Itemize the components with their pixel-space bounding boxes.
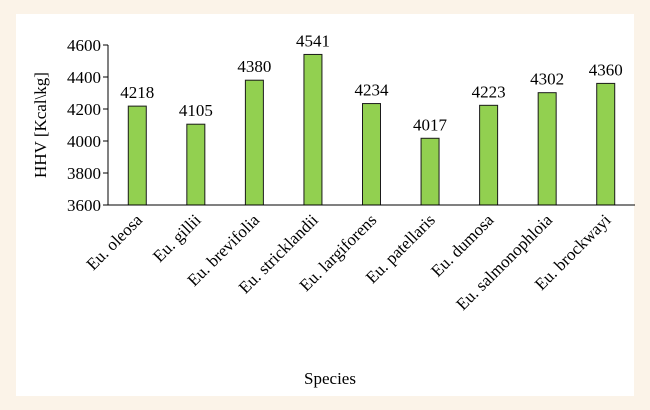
bar: [303, 53, 323, 206]
data-label: 4223: [472, 82, 506, 101]
y-tick-label: 4600: [67, 36, 101, 55]
bar: [362, 103, 381, 206]
data-label: 4234: [355, 81, 390, 100]
data-label: 4105: [179, 101, 213, 120]
y-tick-label: 3800: [67, 164, 101, 183]
bar: [420, 137, 440, 206]
y-axis-title: HHV [Kcal\kg]: [31, 72, 50, 178]
data-label: 4218: [120, 83, 154, 102]
y-tick-label: 4000: [67, 132, 101, 151]
bar: [244, 79, 264, 206]
y-tick-label: 4200: [67, 100, 101, 119]
bar: [537, 92, 557, 206]
data-label: 4380: [237, 57, 271, 76]
data-label: 4017: [413, 115, 448, 134]
data-label: 4541: [296, 31, 330, 50]
y-tick-label: 4400: [67, 68, 101, 87]
y-tick-label: 3600: [67, 196, 101, 215]
data-label: 4302: [530, 70, 564, 89]
bar: [479, 104, 499, 206]
bar: [186, 123, 206, 206]
data-label: 4360: [589, 60, 623, 79]
bar: [127, 105, 147, 206]
x-axis-title: Species: [304, 369, 356, 388]
bar: [596, 82, 616, 206]
